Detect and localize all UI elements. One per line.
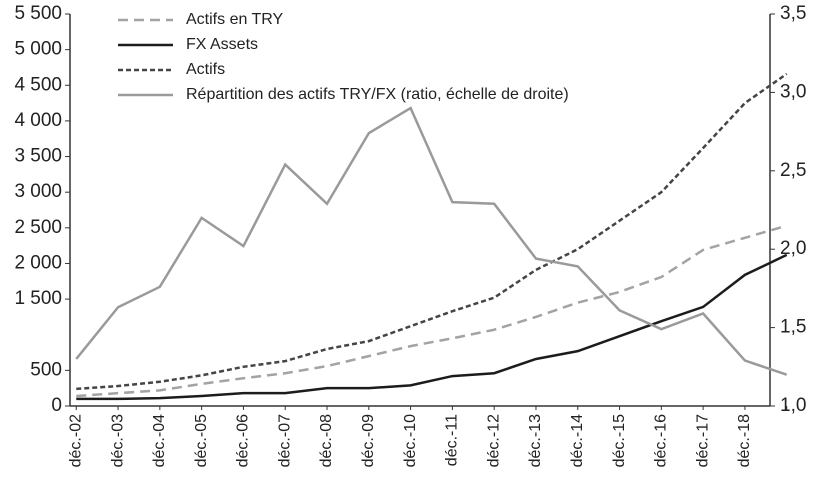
series-line	[76, 253, 788, 401]
y-tick-label: 5 500	[14, 3, 62, 24]
legend-label: Actifs en TRY	[186, 11, 284, 28]
y-tick-label: 2 000	[14, 252, 62, 273]
x-tick-label: déc.-02	[67, 414, 84, 467]
x-tick-label: déc.-08	[318, 414, 335, 467]
x-tick-label: déc.-04	[151, 414, 168, 467]
y2-tick-label: 2,0	[780, 238, 806, 259]
y2-tick-label: 2,5	[780, 160, 806, 181]
legend-label: Actifs	[186, 61, 225, 78]
y-tick-label: 3 000	[14, 181, 62, 202]
y-tick-label: 5 000	[14, 39, 62, 60]
y-tick-label: 4 000	[14, 110, 62, 131]
series-line	[75, 106, 788, 376]
x-tick-label: déc.-11	[444, 414, 461, 466]
x-tick-label: déc.-16	[653, 414, 670, 467]
y-tick-label: 2 500	[14, 217, 62, 238]
y-tick-label: 3 500	[14, 146, 62, 167]
y-tick-label: 500	[30, 359, 62, 380]
y-tick-label: 4 500	[14, 74, 62, 95]
x-tick-label: déc.-15	[611, 414, 628, 467]
x-tick-label: déc.-17	[694, 414, 711, 467]
y2-tick-label: 3,5	[780, 3, 806, 24]
legend-label: FX Assets	[186, 36, 258, 53]
legend-label: Répartition des actifs TRY/FX (ratio, éc…	[186, 86, 569, 103]
x-tick-label: déc.-14	[569, 414, 586, 467]
x-tick-label: déc.-09	[360, 414, 377, 467]
x-tick-label: déc.-12	[485, 414, 502, 467]
y-tick-label: 1 500	[14, 288, 62, 309]
x-tick-label: déc.-05	[193, 414, 210, 467]
x-tick-label: déc.-06	[235, 414, 252, 467]
y-tick-label: 0	[51, 395, 62, 416]
x-tick-label: déc.-07	[276, 414, 293, 467]
y2-tick-label: 1,5	[780, 317, 806, 338]
series-line	[76, 72, 788, 391]
y2-tick-label: 3,0	[780, 81, 806, 102]
x-tick-label: déc.-13	[527, 414, 544, 467]
y2-tick-label: 1,0	[780, 395, 806, 416]
x-tick-label: déc.-10	[402, 414, 419, 467]
series-line	[76, 224, 788, 398]
x-tick-label: déc.-18	[736, 414, 753, 467]
x-tick-label: déc.-03	[109, 414, 126, 467]
